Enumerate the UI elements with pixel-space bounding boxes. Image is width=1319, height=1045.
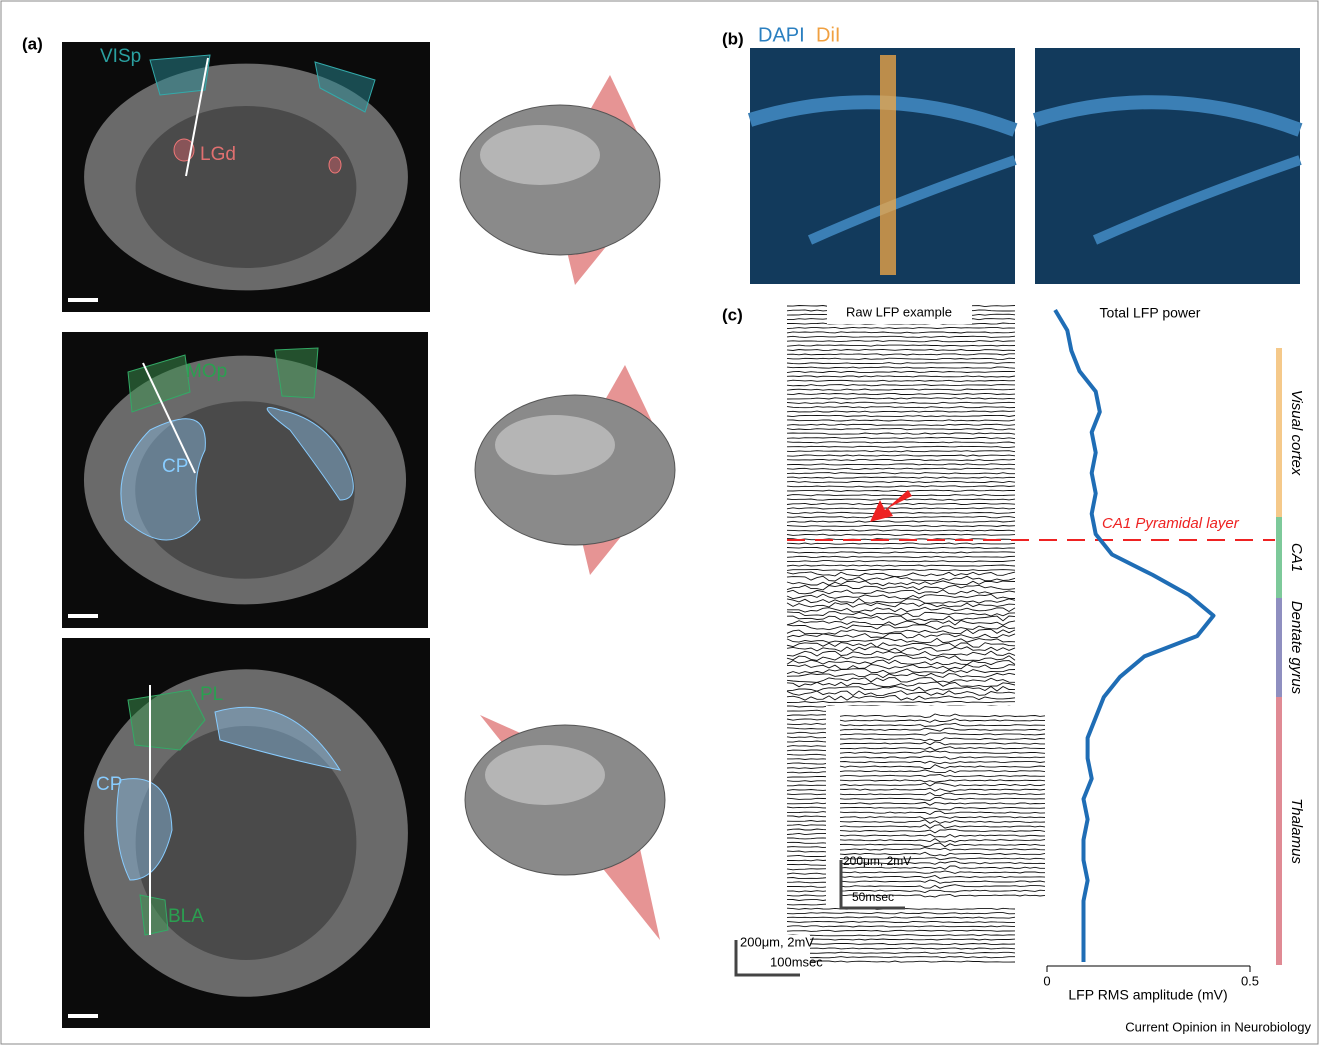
footer: Current Opinion in Neurobiology bbox=[1125, 1019, 1311, 1034]
area-bar bbox=[1276, 517, 1282, 598]
region-outline bbox=[150, 55, 210, 95]
stain-label: DAPI bbox=[758, 24, 805, 46]
area-bar bbox=[1276, 598, 1282, 697]
area-bar bbox=[1276, 697, 1282, 965]
inset bbox=[826, 706, 1051, 906]
area-bar bbox=[1276, 348, 1282, 517]
scale-text: 200μm, 2mV bbox=[740, 934, 814, 949]
dii-track bbox=[880, 55, 896, 275]
region-label: PL bbox=[200, 684, 223, 705]
scale-text: 200μm, 2mV bbox=[843, 854, 911, 868]
region-outline bbox=[140, 895, 168, 935]
region-label: BLA bbox=[168, 906, 204, 927]
brain-3d-highlight bbox=[495, 415, 615, 475]
stain-label: DiI bbox=[816, 24, 840, 46]
scale-bar bbox=[68, 614, 98, 618]
layer-label: CA1 Pyramidal layer bbox=[1102, 515, 1240, 532]
area-label: Visual cortex bbox=[1288, 390, 1305, 476]
figure: (a) (b) (c) Current Opinion in Neurobiol… bbox=[0, 0, 1319, 1045]
panel-label: (b) bbox=[722, 29, 744, 48]
raw-title: Raw LFP example bbox=[846, 304, 952, 319]
region-label: MOp bbox=[186, 361, 227, 382]
region-label: VISp bbox=[100, 46, 141, 67]
x-axis-label: LFP RMS amplitude (mV) bbox=[1068, 987, 1227, 1003]
area-label: Dentate gyrus bbox=[1288, 601, 1305, 695]
region-outline bbox=[329, 157, 341, 173]
panel-label: (c) bbox=[722, 305, 743, 324]
brain-inner bbox=[136, 106, 357, 268]
region-outline bbox=[275, 348, 318, 398]
scale-bar bbox=[68, 1014, 98, 1018]
x-tick-label: 0 bbox=[1043, 973, 1050, 988]
scale-bar bbox=[68, 298, 98, 302]
region-label: CP bbox=[162, 456, 188, 477]
chart-title: Total LFP power bbox=[1100, 305, 1201, 321]
area-label: CA1 bbox=[1288, 543, 1305, 572]
scale-text: 50msec bbox=[852, 890, 894, 904]
panel-label: (a) bbox=[22, 34, 43, 53]
area-label: Thalamus bbox=[1288, 798, 1305, 864]
region-label: LGd bbox=[200, 144, 236, 165]
histology-image bbox=[1035, 48, 1300, 284]
region-label: CP bbox=[96, 774, 122, 795]
x-tick-label: 0.5 bbox=[1241, 973, 1259, 988]
scale-text: 100msec bbox=[770, 954, 823, 969]
brain-3d-highlight bbox=[480, 125, 600, 185]
brain-3d-highlight bbox=[485, 745, 605, 805]
